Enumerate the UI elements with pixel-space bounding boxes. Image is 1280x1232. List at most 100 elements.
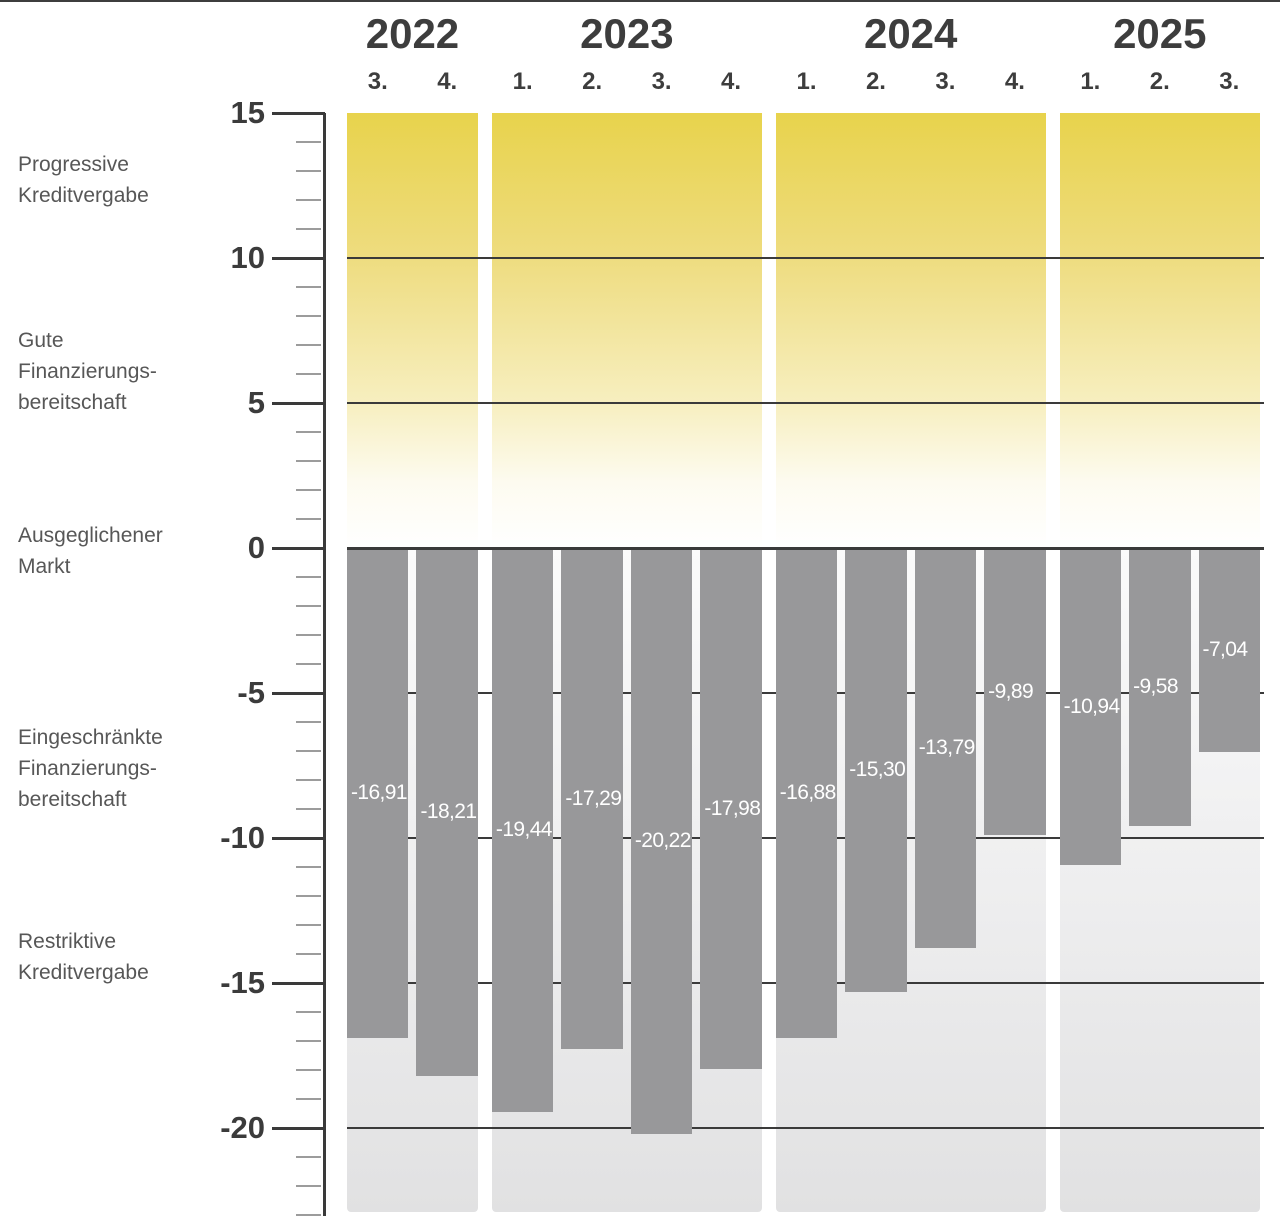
quarter-label: 4. <box>721 68 742 95</box>
bars-row: -16,91 -18,21 <box>347 548 478 1076</box>
y-axis-minor-tick <box>296 663 321 665</box>
bar: -15,30 <box>845 548 907 992</box>
y-axis-tick-label: -15 <box>220 965 265 1000</box>
y-axis-minor-tick <box>296 634 321 636</box>
quarter-label: 4. <box>1004 68 1025 95</box>
bar-value-label: -7,04 <box>1202 638 1248 661</box>
y-axis-minor-tick <box>296 431 321 433</box>
top-border-line <box>0 0 1280 2</box>
bar: -7,04 <box>1198 548 1261 752</box>
y-axis-major-tick <box>272 1127 325 1130</box>
y-axis-minor-tick <box>296 170 321 172</box>
zone-label: Ausgeglichener Markt <box>18 520 248 582</box>
bar: -16,88 <box>775 548 838 1038</box>
bar: -9,58 <box>1129 548 1191 826</box>
y-axis-major-tick <box>272 547 325 550</box>
quarter-labels: 3. 4. <box>347 62 478 102</box>
y-axis-minor-tick <box>296 373 321 375</box>
y-axis-minor-tick <box>296 199 321 201</box>
y-axis-major-tick <box>272 982 325 985</box>
y-axis-minor-tick <box>296 315 321 317</box>
y-axis-minor-tick <box>296 489 321 491</box>
bar: -17,29 <box>561 548 623 1049</box>
year-label: 2025 <box>1113 10 1207 57</box>
bars-row: -19,44 -17,29 -20,22 -17,98 <box>491 548 762 1134</box>
zone-label-line: bereitschaft <box>18 787 127 811</box>
gridline <box>347 402 1264 404</box>
quarter-labels: 1. 2. 3. 4. <box>492 62 762 102</box>
quarter-label: 1. <box>796 68 817 95</box>
y-axis-minor-tick <box>296 576 321 578</box>
bar-value-label: -13,79 <box>918 736 976 759</box>
zone-label-line: Restriktive <box>18 929 117 953</box>
quarter-label: 3. <box>367 68 388 95</box>
bar-value-label: -10,94 <box>1063 694 1121 718</box>
year-label: 2024 <box>863 10 958 57</box>
bar: -9,89 <box>984 548 1046 835</box>
zone-label-line: Progressive <box>18 152 129 176</box>
positive-zone-gradient <box>347 113 478 548</box>
bar-value-label: -17,29 <box>565 786 622 810</box>
quarter-label: 2. <box>1149 68 1170 95</box>
y-axis-major-tick <box>272 257 325 260</box>
zone-label-line: bereitschaft <box>18 390 127 414</box>
y-axis-tick-label: 15 <box>230 95 265 130</box>
year-group: 2025 1. 2. 3. -10,94 -9,58 -7,04 <box>1059 0 1261 1212</box>
y-axis-tick-label: 5 <box>247 385 265 420</box>
zone-label-line: Kreditvergabe <box>18 960 149 984</box>
y-axis-minor-tick <box>296 750 321 752</box>
bar-value-label: -20,22 <box>634 829 692 852</box>
y-axis-minor-tick <box>296 1011 321 1013</box>
zone-label: Eingeschränkte Finanzierungs-bereitschaft <box>18 722 248 815</box>
bar-value-label: -15,30 <box>849 758 906 781</box>
y-axis-tick-label: -5 <box>237 675 265 710</box>
quarter-label: 3. <box>1219 68 1240 95</box>
zone-label: Gute Finanzierungs-bereitschaft <box>18 325 248 418</box>
y-axis-minor-tick <box>296 953 321 955</box>
bar-value-label: -16,91 <box>351 781 408 804</box>
y-axis-minor-tick <box>296 1040 321 1042</box>
zone-label-line: Kreditvergabe <box>18 183 149 207</box>
y-axis-minor-tick <box>296 605 321 607</box>
y-axis-minor-tick <box>296 1098 321 1100</box>
bar: -19,44 <box>491 548 554 1112</box>
y-axis-major-tick <box>272 112 325 115</box>
zone-label: Progressive Kreditvergabe <box>18 149 248 211</box>
bar-value-label: -9,58 <box>1133 675 1178 698</box>
gridline <box>347 1127 1264 1129</box>
y-axis-minor-tick <box>296 895 321 897</box>
year-group: 2023 1. 2. 3. 4. -19,44 -17,29 -20,22 -17,98 <box>491 0 762 1212</box>
bar: -13,79 <box>914 548 977 948</box>
y-axis-tick-label: -10 <box>220 820 265 855</box>
bar-value-label: -18,21 <box>420 800 477 823</box>
y-axis-minor-tick <box>296 1069 321 1071</box>
y-axis-tick-label: 0 <box>247 530 265 565</box>
plot-area: 2022 3. 4. -16,91 -18,21 2023 1. 2. 3. 4. -19,44 -1… <box>347 0 1261 1212</box>
bars-row: -10,94 -9,58 -7,04 <box>1059 548 1261 865</box>
gridline <box>347 257 1264 259</box>
positive-zone-gradient <box>1059 113 1260 548</box>
y-axis-minor-tick <box>296 1214 321 1216</box>
y-axis-minor-tick <box>296 866 321 868</box>
bar: -20,22 <box>630 548 693 1134</box>
quarter-labels: 1. 2. 3. <box>1060 62 1260 102</box>
quarter-label: 3. <box>935 68 956 95</box>
quarter-label: 3. <box>651 68 672 95</box>
bar-value-label: -19,44 <box>495 818 553 841</box>
zone-label-line: Gute <box>18 328 64 352</box>
y-axis-minor-tick <box>296 1156 321 1158</box>
zone-label: Restriktive Kreditvergabe <box>18 926 248 988</box>
year-label: 2022 <box>365 10 460 57</box>
y-axis-minor-tick <box>296 808 321 810</box>
bar: -10,94 <box>1059 548 1122 865</box>
positive-zone-gradient <box>491 113 762 548</box>
y-axis-major-tick <box>272 692 325 695</box>
year-label: 2023 <box>580 10 674 57</box>
quarter-label: 2. <box>865 68 886 95</box>
y-axis-minor-tick <box>296 344 321 346</box>
y-axis-minor-tick <box>296 779 321 781</box>
quarter-label: 2. <box>582 68 603 95</box>
quarter-label: 1. <box>512 68 533 95</box>
bar: -16,91 <box>347 548 409 1038</box>
